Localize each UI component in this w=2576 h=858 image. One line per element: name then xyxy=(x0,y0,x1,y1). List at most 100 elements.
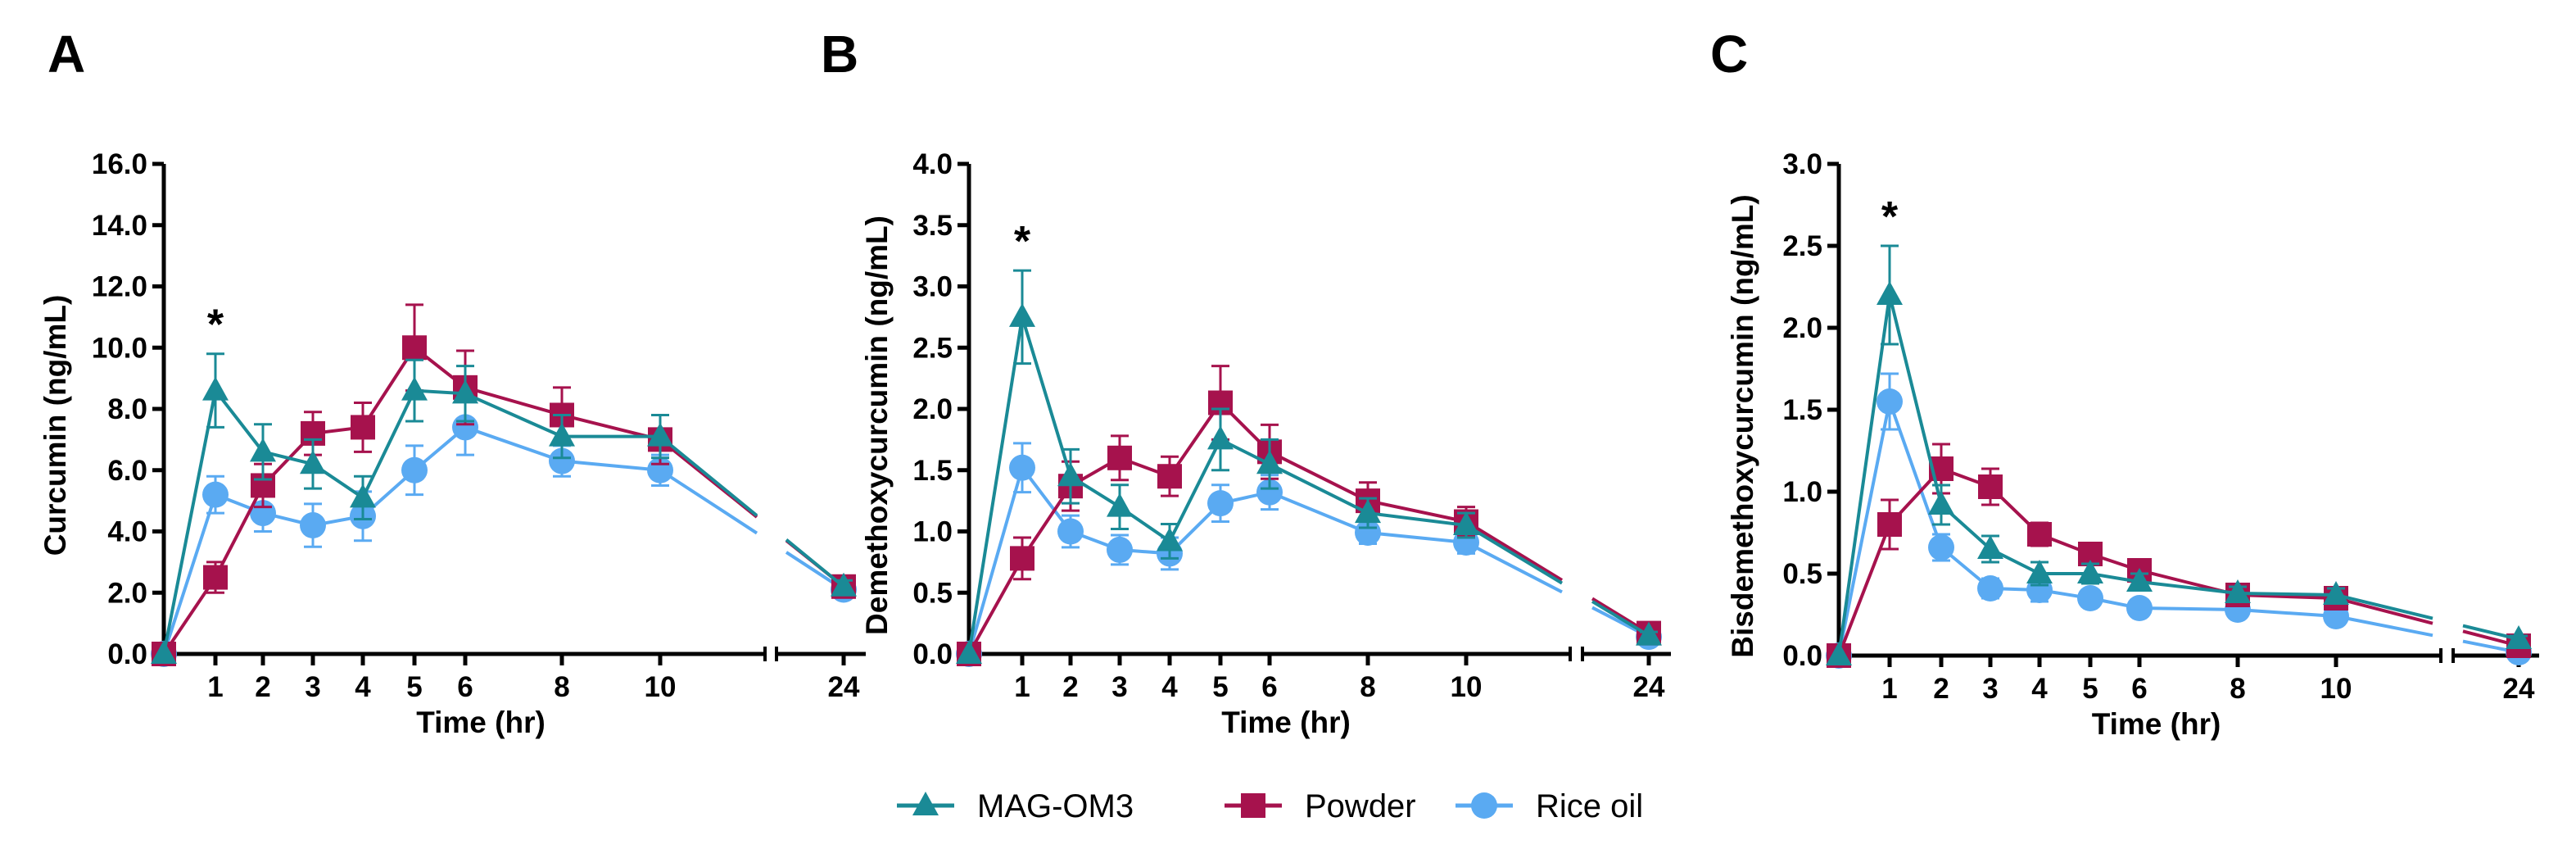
series-powder xyxy=(152,303,856,666)
data-point-mag-om3 xyxy=(1928,491,1954,515)
y-tick-label: 2.5 xyxy=(912,332,953,364)
x-tick-label: 3 xyxy=(305,671,320,703)
y-tick-label: 2.0 xyxy=(107,577,147,609)
legend: MAG-OM3 Powder Rice oil xyxy=(897,788,1643,824)
data-point-powder xyxy=(203,565,228,590)
data-point-mag-om3 xyxy=(401,376,428,401)
data-point-mag-om3 xyxy=(2323,581,2349,605)
x-tick-label: 8 xyxy=(2230,673,2245,705)
x-tick-label: 2 xyxy=(255,671,270,703)
data-point-mag-om3 xyxy=(831,572,857,597)
data-point-rice-oil xyxy=(1107,536,1133,563)
x-tick-label: 24 xyxy=(1633,671,1665,703)
panel-c: C 0.0 0.5 1.0 1.5 2.0 2.5 3.0 1 2 3 4 5 6 8 10 24 Time (h… xyxy=(1710,25,2539,741)
data-point-rice-oil xyxy=(202,481,229,508)
data-point-mag-om3 xyxy=(1057,462,1084,487)
series-line-segment xyxy=(659,469,758,535)
legend-label: MAG-OM3 xyxy=(977,788,1134,824)
x-tick-label: 8 xyxy=(554,671,569,703)
legend-entry-mag-om3: MAG-OM3 xyxy=(897,788,1134,824)
data-point-mag-om3 xyxy=(1256,450,1283,474)
y-tick-label: 8.0 xyxy=(107,393,147,425)
x-tick-label: 4 xyxy=(355,671,371,703)
x-tick-label: 1 xyxy=(207,671,223,703)
data-point-mag-om3 xyxy=(1207,425,1234,450)
x-tick-label: 10 xyxy=(1451,671,1483,703)
data-point-mag-om3 xyxy=(1107,493,1133,517)
data-point-rice-oil xyxy=(1057,518,1084,545)
x-tick-label: 24 xyxy=(828,671,860,703)
series-mag-om3 xyxy=(956,269,1662,664)
y-tick-label: 0.0 xyxy=(107,638,147,670)
y-tick-label: 3.5 xyxy=(912,210,953,242)
data-point-rice-oil xyxy=(1207,490,1234,517)
x-tick-label: 1 xyxy=(1014,671,1030,703)
series-line-segment xyxy=(2335,593,2433,620)
data-point-mag-om3 xyxy=(1826,642,1852,665)
y-axis-title: Demethoxycurcumin (ng/mL) xyxy=(860,216,894,635)
chart-panels: A0.02.04.06.08.010.012.014.016.01 2 3 4 5 6 8 1… xyxy=(38,25,2539,741)
significance-marker: * xyxy=(1014,218,1031,266)
x-axis-title: Time (hr) xyxy=(2092,707,2221,741)
data-point-powder xyxy=(402,335,427,361)
series-line-segment xyxy=(1465,520,1564,582)
data-point-mag-om3 xyxy=(2026,560,2053,583)
data-point-rice-oil xyxy=(401,456,428,483)
x-tick-label: 5 xyxy=(1212,671,1228,703)
data-point-mag-om3 xyxy=(151,640,177,664)
data-point-mag-om3 xyxy=(549,422,575,447)
x-axis-title: Time (hr) xyxy=(1221,706,1351,739)
data-point-mag-om3 xyxy=(2077,560,2103,583)
legend-label: Rice oil xyxy=(1536,788,1643,824)
legend-marker-square-icon xyxy=(1241,793,1265,818)
data-point-mag-om3 xyxy=(350,483,376,508)
data-point-mag-om3 xyxy=(956,640,982,664)
y-tick-label: 4.0 xyxy=(107,516,147,548)
data-point-powder xyxy=(351,415,375,440)
series-line-segment xyxy=(659,435,758,517)
y-tick-label: 2.0 xyxy=(1782,312,1822,344)
panel-letter: C xyxy=(1710,25,1748,84)
data-point-mag-om3 xyxy=(647,422,673,447)
x-tick-label: 2 xyxy=(1062,671,1078,703)
x-tick-label: 1 xyxy=(1881,673,1897,705)
x-tick-label: 3 xyxy=(1982,673,1998,705)
data-point-rice-oil xyxy=(549,447,575,474)
data-point-mag-om3 xyxy=(1877,281,1903,305)
series-rice-oil xyxy=(1826,372,2532,669)
y-tick-label: 6.0 xyxy=(107,455,147,487)
data-point-mag-om3 xyxy=(250,438,276,462)
series-line-segment xyxy=(1465,524,1564,585)
y-tick-label: 10.0 xyxy=(92,332,147,364)
x-tick-label: 2 xyxy=(1933,673,1949,705)
y-tick-label: 1.0 xyxy=(912,516,953,548)
data-point-mag-om3 xyxy=(202,376,229,401)
y-tick-label: 4.0 xyxy=(912,148,953,180)
legend-entry-rice-oil: Rice oil xyxy=(1456,788,1643,824)
x-tick-label: 4 xyxy=(2031,673,2048,705)
y-tick-label: 1.0 xyxy=(1782,476,1822,508)
x-tick-label: 5 xyxy=(406,671,422,703)
series-line-segment xyxy=(1591,600,1650,638)
legend-marker-circle-icon xyxy=(1471,792,1497,819)
y-tick-label: 0.0 xyxy=(912,638,953,670)
x-axis-title: Time (hr) xyxy=(416,706,546,739)
y-tick-label: 3.0 xyxy=(912,271,953,303)
data-point-mag-om3 xyxy=(300,450,326,474)
x-tick-label: 5 xyxy=(2082,673,2098,705)
data-point-powder xyxy=(1010,546,1034,571)
x-tick-label: 6 xyxy=(457,671,473,703)
series-line-segment xyxy=(2462,624,2519,641)
y-tick-label: 1.5 xyxy=(912,455,953,487)
y-axis-title: Curcumin (ng/mL) xyxy=(38,295,72,556)
x-tick-label: 6 xyxy=(1261,671,1277,703)
y-tick-label: 3.0 xyxy=(1782,148,1822,180)
data-point-powder xyxy=(1978,474,2003,499)
data-point-mag-om3 xyxy=(1453,511,1479,536)
data-point-rice-oil xyxy=(1355,519,1381,546)
significance-marker: * xyxy=(1881,193,1899,241)
data-point-rice-oil xyxy=(2077,585,2103,611)
significance-marker: * xyxy=(207,302,224,349)
data-point-rice-oil xyxy=(1928,534,1954,561)
